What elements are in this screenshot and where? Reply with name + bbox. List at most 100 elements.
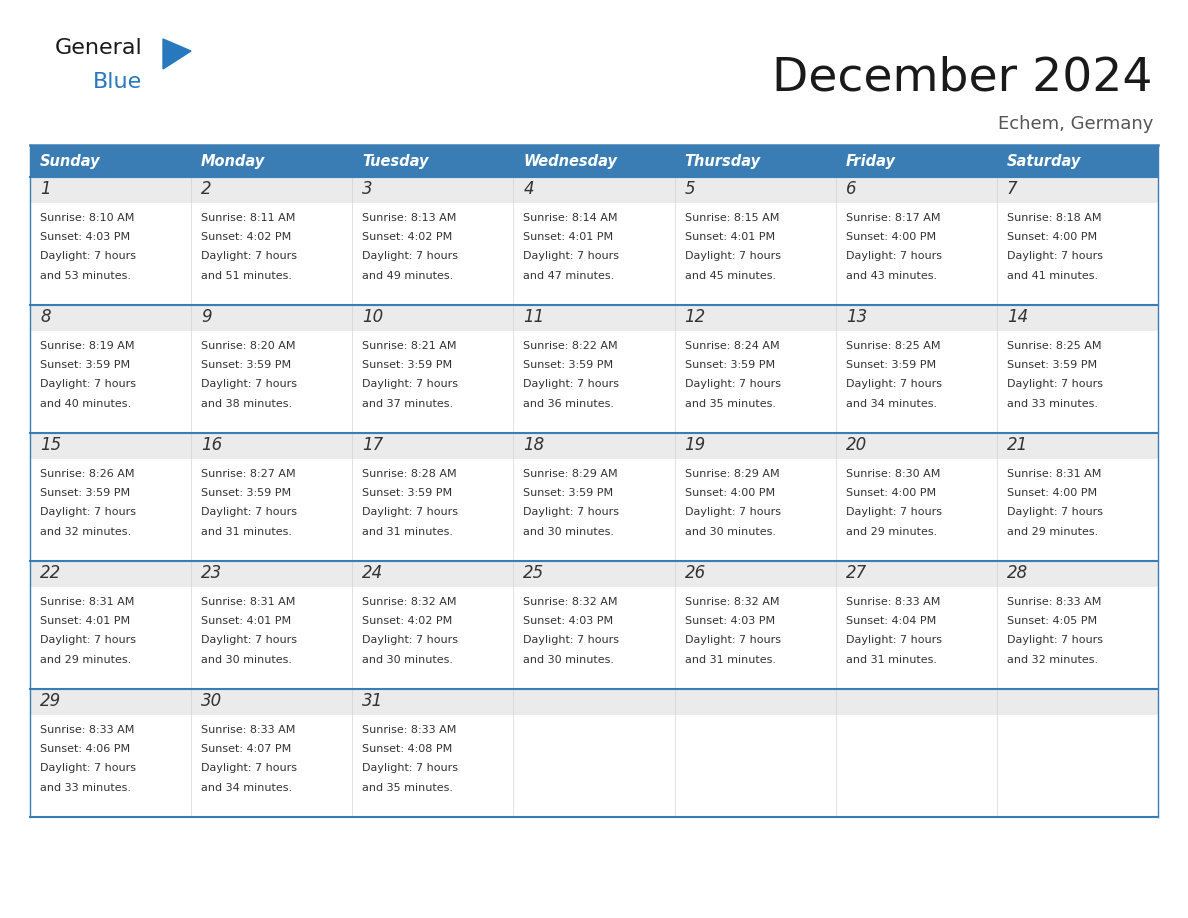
Text: Sunrise: 8:11 AM: Sunrise: 8:11 AM <box>201 213 296 223</box>
Text: Sunrise: 8:10 AM: Sunrise: 8:10 AM <box>40 213 134 223</box>
Text: Daylight: 7 hours: Daylight: 7 hours <box>846 252 942 262</box>
Text: Sunset: 4:03 PM: Sunset: 4:03 PM <box>40 232 131 242</box>
Text: 25: 25 <box>524 565 544 583</box>
Text: Daylight: 7 hours: Daylight: 7 hours <box>362 252 459 262</box>
Text: and 45 minutes.: and 45 minutes. <box>684 271 776 281</box>
Text: Sunset: 4:05 PM: Sunset: 4:05 PM <box>1007 616 1097 626</box>
Text: and 31 minutes.: and 31 minutes. <box>846 655 936 665</box>
Bar <box>30 203 1158 305</box>
Text: Sunset: 4:01 PM: Sunset: 4:01 PM <box>684 232 775 242</box>
Text: 30: 30 <box>201 692 222 711</box>
Text: Sunset: 4:01 PM: Sunset: 4:01 PM <box>524 232 613 242</box>
Text: 11: 11 <box>524 308 544 327</box>
Text: 29: 29 <box>40 692 62 711</box>
Text: Wednesday: Wednesday <box>524 153 618 169</box>
Text: Daylight: 7 hours: Daylight: 7 hours <box>1007 635 1102 645</box>
Text: Sunset: 3:59 PM: Sunset: 3:59 PM <box>684 360 775 370</box>
Text: Daylight: 7 hours: Daylight: 7 hours <box>362 764 459 773</box>
Text: 12: 12 <box>684 308 706 327</box>
Bar <box>835 145 997 177</box>
Text: Daylight: 7 hours: Daylight: 7 hours <box>846 379 942 389</box>
Text: Saturday: Saturday <box>1007 153 1081 169</box>
Text: Sunrise: 8:32 AM: Sunrise: 8:32 AM <box>684 597 779 607</box>
Text: Daylight: 7 hours: Daylight: 7 hours <box>40 379 135 389</box>
Text: Daylight: 7 hours: Daylight: 7 hours <box>684 252 781 262</box>
Bar <box>30 145 191 177</box>
Text: 6: 6 <box>846 181 857 198</box>
Text: Sunrise: 8:32 AM: Sunrise: 8:32 AM <box>362 597 456 607</box>
Text: Daylight: 7 hours: Daylight: 7 hours <box>201 379 297 389</box>
Text: 20: 20 <box>846 436 867 454</box>
Text: Sunrise: 8:31 AM: Sunrise: 8:31 AM <box>201 597 296 607</box>
Text: and 35 minutes.: and 35 minutes. <box>362 783 454 792</box>
Text: Sunset: 3:59 PM: Sunset: 3:59 PM <box>40 360 131 370</box>
Text: Daylight: 7 hours: Daylight: 7 hours <box>524 252 619 262</box>
Text: Sunrise: 8:27 AM: Sunrise: 8:27 AM <box>201 469 296 479</box>
Text: 24: 24 <box>362 565 384 583</box>
Text: 13: 13 <box>846 308 867 327</box>
Text: Daylight: 7 hours: Daylight: 7 hours <box>684 379 781 389</box>
Text: Daylight: 7 hours: Daylight: 7 hours <box>524 508 619 518</box>
Text: December 2024: December 2024 <box>772 55 1154 100</box>
Text: and 36 minutes.: and 36 minutes. <box>524 398 614 409</box>
Text: General: General <box>55 38 143 58</box>
Text: Sunrise: 8:28 AM: Sunrise: 8:28 AM <box>362 469 457 479</box>
Text: Sunset: 3:59 PM: Sunset: 3:59 PM <box>40 488 131 498</box>
Text: Sunrise: 8:17 AM: Sunrise: 8:17 AM <box>846 213 940 223</box>
Text: Daylight: 7 hours: Daylight: 7 hours <box>201 252 297 262</box>
Text: and 33 minutes.: and 33 minutes. <box>40 783 131 792</box>
Text: and 47 minutes.: and 47 minutes. <box>524 271 614 281</box>
Text: 27: 27 <box>846 565 867 583</box>
Text: Tuesday: Tuesday <box>362 153 429 169</box>
Text: Sunset: 3:59 PM: Sunset: 3:59 PM <box>524 488 613 498</box>
Text: Daylight: 7 hours: Daylight: 7 hours <box>684 635 781 645</box>
Text: 18: 18 <box>524 436 544 454</box>
Text: Daylight: 7 hours: Daylight: 7 hours <box>846 635 942 645</box>
Text: Daylight: 7 hours: Daylight: 7 hours <box>1007 379 1102 389</box>
Text: Daylight: 7 hours: Daylight: 7 hours <box>846 508 942 518</box>
Text: and 34 minutes.: and 34 minutes. <box>846 398 937 409</box>
Text: Sunset: 4:01 PM: Sunset: 4:01 PM <box>201 616 291 626</box>
Bar <box>191 145 353 177</box>
Text: Sunrise: 8:29 AM: Sunrise: 8:29 AM <box>524 469 618 479</box>
Text: 9: 9 <box>201 308 211 327</box>
Text: Sunset: 3:59 PM: Sunset: 3:59 PM <box>524 360 613 370</box>
Text: Sunrise: 8:26 AM: Sunrise: 8:26 AM <box>40 469 134 479</box>
Text: Sunrise: 8:31 AM: Sunrise: 8:31 AM <box>1007 469 1101 479</box>
Text: Daylight: 7 hours: Daylight: 7 hours <box>201 508 297 518</box>
Text: Echem, Germany: Echem, Germany <box>998 115 1154 133</box>
Text: and 29 minutes.: and 29 minutes. <box>40 655 131 665</box>
Polygon shape <box>163 39 191 69</box>
Text: and 37 minutes.: and 37 minutes. <box>362 398 454 409</box>
Text: Sunrise: 8:14 AM: Sunrise: 8:14 AM <box>524 213 618 223</box>
Bar <box>30 587 1158 689</box>
Text: Sunrise: 8:19 AM: Sunrise: 8:19 AM <box>40 341 134 351</box>
Text: and 41 minutes.: and 41 minutes. <box>1007 271 1098 281</box>
Text: Sunrise: 8:33 AM: Sunrise: 8:33 AM <box>1007 597 1101 607</box>
Text: and 30 minutes.: and 30 minutes. <box>201 655 292 665</box>
Text: 17: 17 <box>362 436 384 454</box>
Text: and 51 minutes.: and 51 minutes. <box>201 271 292 281</box>
Text: Daylight: 7 hours: Daylight: 7 hours <box>40 252 135 262</box>
Text: Daylight: 7 hours: Daylight: 7 hours <box>524 635 619 645</box>
Text: 19: 19 <box>684 436 706 454</box>
Text: and 40 minutes.: and 40 minutes. <box>40 398 131 409</box>
Text: 1: 1 <box>40 181 51 198</box>
Text: Sunset: 3:59 PM: Sunset: 3:59 PM <box>362 488 453 498</box>
Bar <box>30 561 1158 587</box>
Text: Daylight: 7 hours: Daylight: 7 hours <box>362 635 459 645</box>
Text: Sunrise: 8:33 AM: Sunrise: 8:33 AM <box>846 597 940 607</box>
Text: Daylight: 7 hours: Daylight: 7 hours <box>40 635 135 645</box>
Text: Sunrise: 8:30 AM: Sunrise: 8:30 AM <box>846 469 940 479</box>
Text: Sunset: 4:02 PM: Sunset: 4:02 PM <box>201 232 291 242</box>
Text: 23: 23 <box>201 565 222 583</box>
Text: and 31 minutes.: and 31 minutes. <box>684 655 776 665</box>
Text: Sunrise: 8:31 AM: Sunrise: 8:31 AM <box>40 597 134 607</box>
Bar <box>30 305 1158 331</box>
Text: 28: 28 <box>1007 565 1028 583</box>
Bar <box>30 689 1158 715</box>
Text: 10: 10 <box>362 308 384 327</box>
Text: 4: 4 <box>524 181 535 198</box>
Text: 15: 15 <box>40 436 62 454</box>
Text: Sunset: 4:00 PM: Sunset: 4:00 PM <box>1007 488 1097 498</box>
